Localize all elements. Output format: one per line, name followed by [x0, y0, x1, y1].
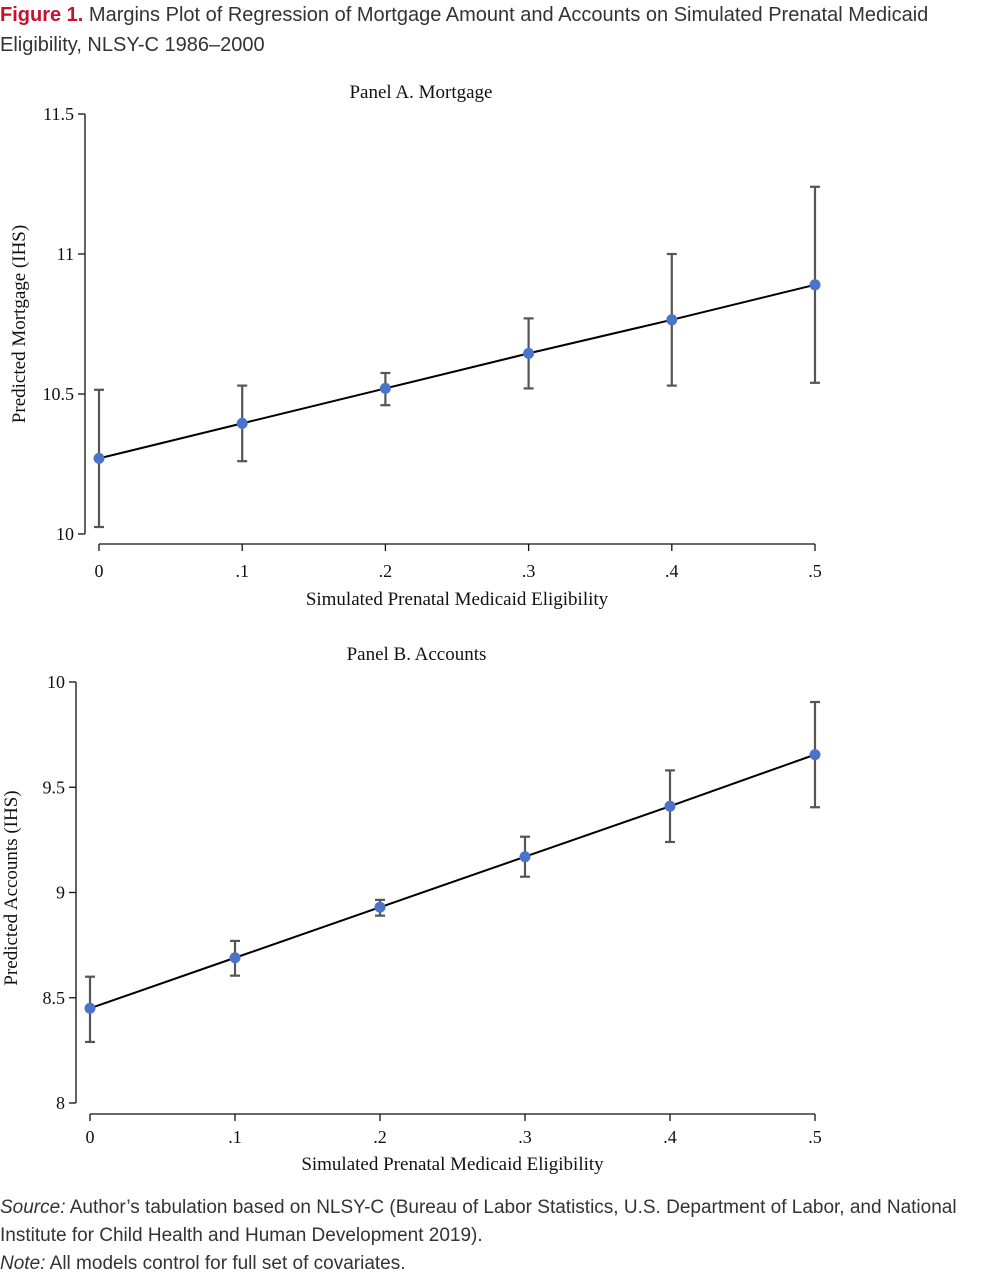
- panel-a-x-tick-label: .5: [808, 561, 822, 581]
- panel-b-data-point: [229, 952, 241, 964]
- panel-b-y-tick-label: 8.5: [43, 988, 66, 1008]
- panel-a-x-tick-label: .1: [235, 561, 249, 581]
- panel-a-data-point: [379, 382, 391, 394]
- panel-b-x-axis-title: Simulated Prenatal Medicaid Eligibility: [301, 1154, 604, 1175]
- panel-b-x-tick-label: .2: [373, 1127, 387, 1147]
- source-text: Author’s tabulation based on NLSY-C (Bur…: [0, 1197, 957, 1246]
- panel-a-x-tick-label: .4: [665, 561, 679, 581]
- panel-a-y-tick-label: 11: [57, 244, 74, 264]
- panel-b-x-tick-label: .5: [808, 1127, 822, 1147]
- panel-a-y-tick-label: 10.5: [43, 384, 75, 404]
- panel-b-y-tick-label: 8: [56, 1093, 65, 1113]
- panel-a-fit-line: [98, 283, 816, 460]
- panel-a-y-axis-title: Predicted Mortgage (IHS): [9, 225, 30, 423]
- panel-a-data-point: [93, 452, 105, 464]
- panel-a-data-point: [236, 417, 248, 429]
- panel-a-y-tick-label: 11.5: [43, 104, 74, 124]
- note-label: Note:: [0, 1253, 46, 1274]
- figure-charts: Panel A. Mortgage1010.51111.50.1.2.3.4.5…: [1, 82, 822, 1175]
- panel-b-data-point: [809, 749, 821, 761]
- figure-notes: Source: Author’s tabulation based on NLS…: [0, 1194, 1001, 1278]
- panel-b-x-tick-label: 0: [86, 1127, 95, 1147]
- panel-b-y-tick-label: 10: [47, 672, 65, 692]
- source-label: Source:: [0, 1197, 66, 1218]
- panel-b-y-axis-title: Predicted Accounts (IHS): [1, 790, 22, 985]
- figure-title: Margins Plot of Regression of Mortgage A…: [0, 4, 929, 56]
- panel-b-x-tick-label: .1: [228, 1127, 242, 1147]
- note-text: All models control for full set of covar…: [49, 1253, 406, 1274]
- panel-b-chart: Panel B. Accounts 8 8.5 9 9.5 10 0 .1 .2 .3 .4 .5 Si…: [1, 644, 822, 1175]
- panel-b-data-point: [519, 851, 531, 863]
- panel-a-x-tick-label: .3: [522, 561, 536, 581]
- figure-label: Figure 1.: [0, 4, 84, 26]
- figure-caption: Figure 1. Margins Plot of Regression of …: [0, 0, 1001, 60]
- panel-a-data-point: [523, 347, 535, 359]
- panel-a-title: Panel A. Mortgage: [349, 82, 492, 103]
- panel-a-y-tick-label: 10: [56, 524, 74, 544]
- panel-a-chart: Panel A. Mortgage 10 10.5 11 11.5 0 .1 .2 .3 .4 .5…: [9, 82, 822, 610]
- covariates-note: Note: All models control for full set of…: [0, 1250, 1001, 1278]
- panel-a-x-tick-label: .2: [379, 561, 393, 581]
- panel-b-fit-line: [89, 753, 816, 1010]
- panel-b-data-point: [84, 1002, 96, 1014]
- panel-b-y-tick-label: 9: [56, 883, 65, 903]
- panel-b-data-point: [374, 901, 386, 913]
- panel-a-data-point: [809, 279, 821, 291]
- source-note: Source: Author’s tabulation based on NLS…: [0, 1194, 1001, 1250]
- panel-a-data-point: [666, 314, 678, 326]
- panel-b-data-point: [664, 800, 676, 812]
- panel-b-x-tick-label: .4: [663, 1127, 677, 1147]
- panel-b-title: Panel B. Accounts: [347, 644, 487, 665]
- panel-b-y-tick-label: 9.5: [43, 777, 66, 797]
- panel-b-x-tick-label: .3: [518, 1127, 532, 1147]
- panel-a-x-tick-label: 0: [95, 561, 104, 581]
- panel-a-x-axis-title: Simulated Prenatal Medicaid Eligibility: [306, 589, 609, 610]
